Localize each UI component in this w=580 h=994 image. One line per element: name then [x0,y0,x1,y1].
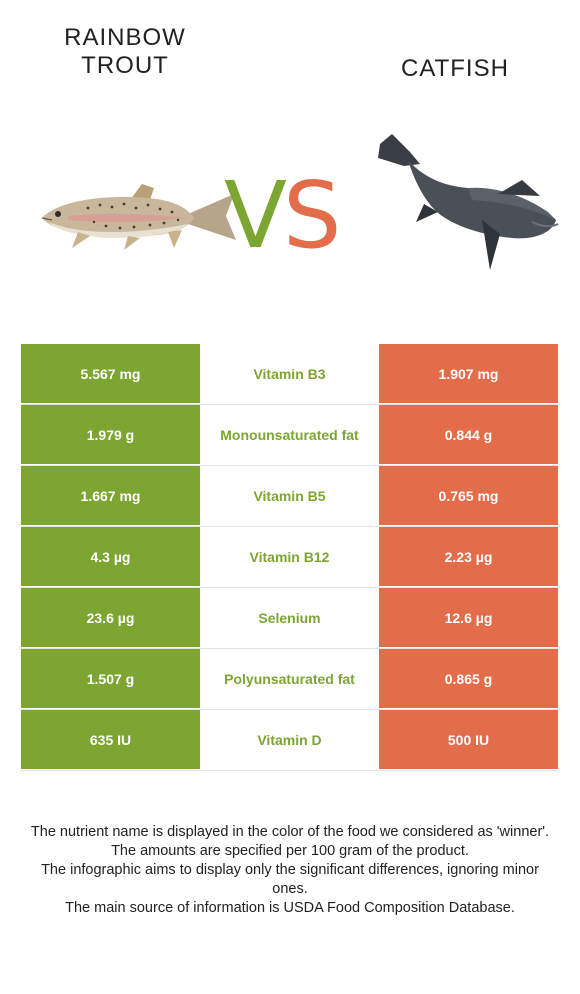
table-row: 5.567 mg Vitamin B3 1.907 mg [21,344,558,405]
nutrient-name-cell: Vitamin D [200,710,379,770]
right-food-title: CATFISH [401,55,509,82]
table-row: 1.667 mg Vitamin B5 0.765 mg [21,466,558,527]
right-value-cell: 12.6 µg [379,588,558,648]
nutrient-name-cell: Polyunsaturated fat [200,649,379,709]
left-value-cell: 635 IU [21,710,200,770]
right-value-cell: 0.765 mg [379,466,558,526]
footnote: The nutrient name is displayed in the co… [30,823,550,918]
table-row: 1.507 g Polyunsaturated fat 0.865 g [21,649,558,710]
footnote-line: The infographic aims to display only the… [41,862,539,897]
nutrient-name-cell: Vitamin B3 [200,344,379,404]
table-row: 4.3 µg Vitamin B12 2.23 µg [21,527,558,588]
right-value-cell: 2.23 µg [379,527,558,587]
right-value-cell: 0.844 g [379,405,558,465]
footnote-line: The amounts are specified per 100 gram o… [111,843,469,859]
left-food-title: RAINBOW TROUT [64,24,186,79]
nutrient-name-cell: Selenium [200,588,379,648]
left-value-cell: 5.567 mg [21,344,200,404]
table-row: 635 IU Vitamin D 500 IU [21,710,558,771]
table-row: 23.6 µg Selenium 12.6 µg [21,588,558,649]
right-value-cell: 1.907 mg [379,344,558,404]
vs-label: VS [224,162,342,269]
left-value-cell: 4.3 µg [21,527,200,587]
nutrient-comparison-table: 5.567 mg Vitamin B3 1.907 mg 1.979 g Mon… [21,344,558,771]
nutrient-name-cell: Vitamin B5 [200,466,379,526]
footnote-line: The main source of information is USDA F… [65,900,515,916]
nutrient-name-cell: Monounsaturated fat [200,405,379,465]
rainbow-trout-icon [41,184,236,250]
left-value-cell: 23.6 µg [21,588,200,648]
right-value-cell: 500 IU [379,710,558,770]
left-value-cell: 1.667 mg [21,466,200,526]
nutrient-name-cell: Vitamin B12 [200,527,379,587]
footnote-line: The nutrient name is displayed in the co… [30,824,550,840]
catfish-icon [378,134,559,270]
table-row: 1.979 g Monounsaturated fat 0.844 g [21,405,558,466]
left-value-cell: 1.507 g [21,649,200,709]
left-value-cell: 1.979 g [21,405,200,465]
right-value-cell: 0.865 g [379,649,558,709]
